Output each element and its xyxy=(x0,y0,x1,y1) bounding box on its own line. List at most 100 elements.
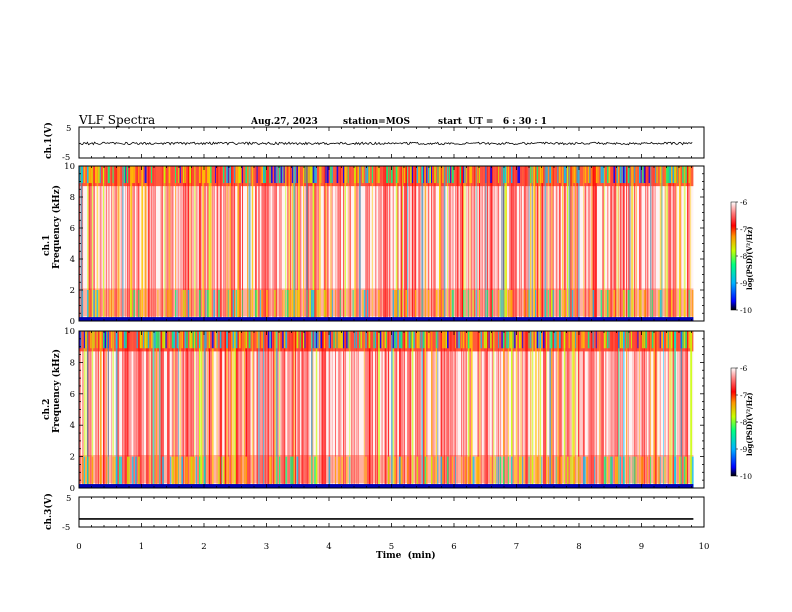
spectrogram-column xyxy=(205,331,207,349)
spectrogram-column xyxy=(557,166,559,184)
spectrogram-column xyxy=(181,331,184,349)
spectrogram-column xyxy=(184,456,186,488)
spectrogram-column xyxy=(319,166,321,321)
spectrogram-column xyxy=(576,331,578,488)
spectrogram-column xyxy=(183,290,185,321)
spectrogram-column xyxy=(171,456,174,488)
station-label: station=MOS xyxy=(343,117,410,127)
spectrogram-column xyxy=(493,331,495,349)
spectrogram-column xyxy=(315,456,318,488)
spectrogram-column xyxy=(106,331,108,488)
spectrogram-column xyxy=(480,166,482,321)
spectrogram-column xyxy=(594,166,597,321)
spectrogram-column xyxy=(199,166,201,321)
spectrogram-column xyxy=(179,166,181,184)
time-tick-label: 5 xyxy=(389,542,394,552)
spectrogram-column xyxy=(242,331,244,488)
spectrogram-column xyxy=(525,331,527,488)
spectrogram-column xyxy=(267,331,270,488)
spectrogram-column xyxy=(623,331,625,488)
spectrogram-column xyxy=(103,331,105,349)
spectrogram-column xyxy=(427,166,430,184)
spectrogram-column xyxy=(232,166,235,321)
spectrogram-column xyxy=(379,331,382,349)
spectrogram-column xyxy=(498,166,500,184)
spectrogram-column xyxy=(311,166,313,184)
spectrogram-column xyxy=(104,290,106,321)
ch1-spectrogram-channel-label: ch.1 xyxy=(42,235,52,256)
spectrogram-column xyxy=(181,331,184,488)
spectrogram-column xyxy=(87,290,89,321)
spectrogram-column xyxy=(283,166,285,184)
spectrogram-column xyxy=(120,166,123,321)
spectrogram-column xyxy=(416,331,419,349)
spectrogram-column xyxy=(344,331,347,488)
spectrogram-column xyxy=(365,166,367,184)
spectrogram-column xyxy=(106,456,108,488)
spectrogram-column xyxy=(144,331,147,349)
spectrogram-column xyxy=(365,331,367,349)
spectrogram-column xyxy=(231,166,233,321)
spectrogram-column xyxy=(357,166,359,184)
time-tick-label: 0 xyxy=(76,542,81,552)
spectrogram-column xyxy=(442,166,444,321)
frequency-tick-label: 0 xyxy=(70,317,75,327)
ch3-ytick-top: 5 xyxy=(66,494,71,504)
ch2-frequency-axis-label: Frequency (kHz) xyxy=(51,349,62,433)
spectrogram-column xyxy=(178,331,180,488)
spectrogram-column xyxy=(690,166,692,321)
spectrogram-column xyxy=(343,166,345,321)
spectrogram-column xyxy=(251,331,254,488)
spectrogram-column xyxy=(175,290,176,321)
spectrogram-column xyxy=(656,166,658,184)
spectrogram-column xyxy=(627,331,629,488)
spectrogram-column xyxy=(234,331,237,488)
spectrogram-column xyxy=(96,331,98,488)
spectrogram-column xyxy=(463,331,465,349)
spectrogram-column xyxy=(290,456,293,488)
spectrogram-column xyxy=(176,456,179,488)
spectrogram-column xyxy=(611,331,613,488)
spectrogram-column xyxy=(291,166,294,184)
spectrogram-column xyxy=(176,331,179,488)
spectrogram-column xyxy=(424,456,426,488)
spectrogram-column xyxy=(501,166,503,321)
spectrogram-column xyxy=(120,456,123,488)
spectrogram-column xyxy=(464,166,466,184)
spectrogram-column xyxy=(335,331,336,488)
spectrogram-column xyxy=(127,456,129,488)
spectrogram-column xyxy=(103,331,105,488)
spectrogram-column xyxy=(224,166,227,321)
start-time-label: start UT = 6 : 30 : 1 xyxy=(438,117,547,127)
spectrogram-column xyxy=(325,331,327,488)
spectrogram-column xyxy=(192,331,194,349)
spectrogram-column xyxy=(275,166,277,184)
spectrogram-column xyxy=(530,331,532,349)
spectrogram-column xyxy=(247,331,249,488)
spectrogram-column xyxy=(611,456,613,488)
spectrogram-column xyxy=(88,331,90,488)
spectrogram-column xyxy=(229,166,231,321)
spectrogram-column xyxy=(517,166,520,184)
spectrogram-column xyxy=(685,166,687,184)
spectrogram-column xyxy=(565,166,567,321)
spectrogram-column xyxy=(626,331,628,349)
spectrogram-column xyxy=(167,331,169,488)
spectrogram-column xyxy=(682,331,684,488)
x-axis-label: Time (min) xyxy=(376,550,436,561)
spectrogram-column xyxy=(528,166,530,321)
frequency-tick-label: 10 xyxy=(64,162,75,172)
spectrogram-column xyxy=(175,456,177,488)
spectrogram-column xyxy=(551,290,553,321)
spectrogram-column xyxy=(677,166,679,184)
spectrogram-column xyxy=(365,166,367,321)
spectrogram-column xyxy=(624,166,626,184)
spectrogram-column xyxy=(347,166,349,184)
spectrogram-column xyxy=(623,166,625,184)
spectrogram-column xyxy=(395,290,398,321)
spectrogram-column xyxy=(274,166,276,321)
spectrogram-column xyxy=(91,166,94,321)
spectrogram-column xyxy=(104,331,107,488)
spectrogram-column xyxy=(367,290,369,321)
spectrogram-column xyxy=(187,331,190,488)
